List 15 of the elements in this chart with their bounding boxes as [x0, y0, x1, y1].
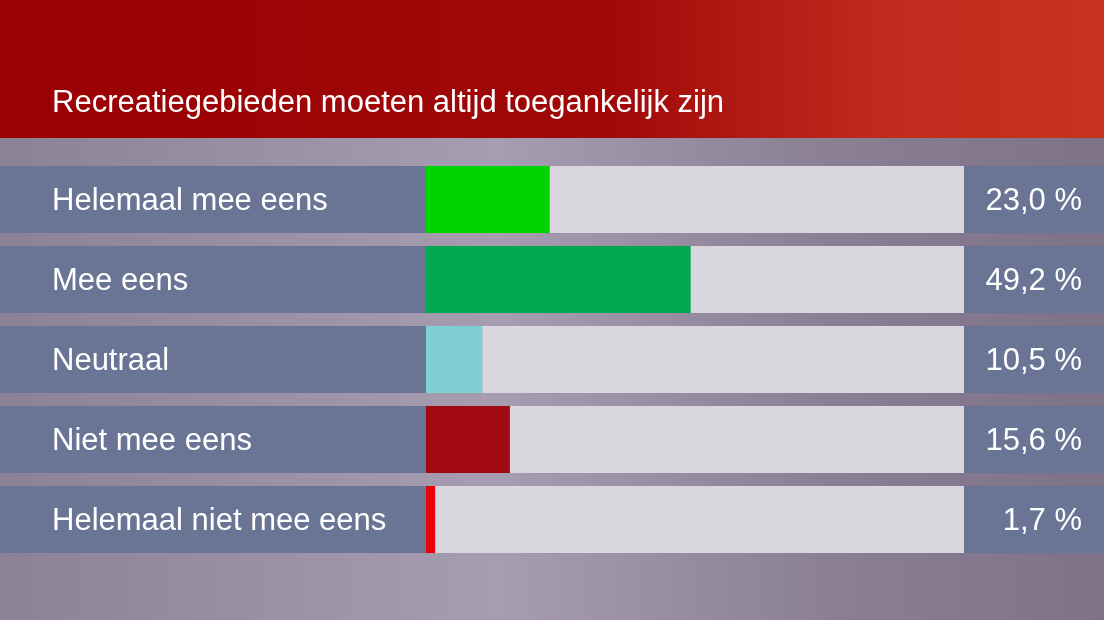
y-tick-label: Helemaal niet mee eens: [52, 501, 387, 537]
y-tick-label: Neutraal: [52, 341, 170, 377]
data-label: 23,0 %: [985, 182, 1082, 218]
y-tick-label: Mee eens: [52, 261, 189, 297]
bar: [426, 486, 436, 553]
bar: [426, 326, 483, 393]
bar: [426, 166, 550, 233]
data-label: 49,2 %: [985, 262, 1082, 298]
y-tick-label: Helemaal mee eens: [52, 181, 328, 217]
data-label: 10,5 %: [985, 342, 1082, 378]
chart-title: Recreatiegebieden moeten altijd toegankelijk zijn: [52, 83, 725, 121]
data-label: 1,7 %: [1002, 502, 1082, 538]
y-tick-label: Niet mee eens: [52, 421, 252, 457]
data-label: 15,6 %: [985, 422, 1082, 458]
bar: [426, 406, 510, 473]
